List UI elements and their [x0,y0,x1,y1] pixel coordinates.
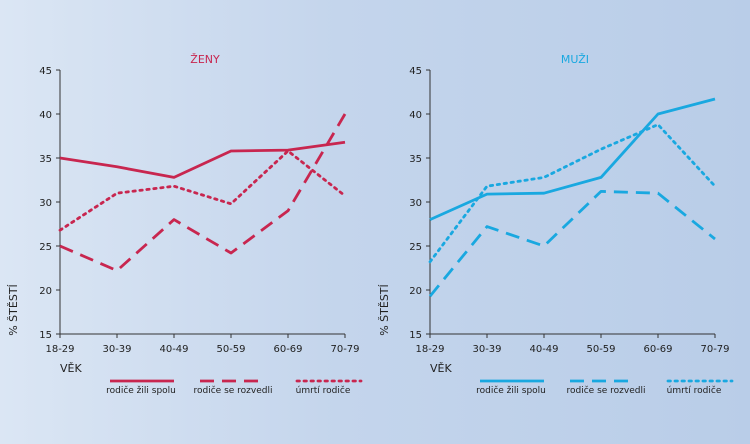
x-tick-label: 50-59 [586,344,615,355]
y-tick-label: 40 [409,110,422,121]
legend-label: rodiče žili spolu [476,385,546,396]
x-tick-label: 60-69 [643,344,672,355]
y-tick-label: 25 [409,242,422,253]
chart-panel-1: ŽENY 15 20 25 30 35 40 45 18-29 30-39 40-49 50-59 60… [7,53,363,396]
x-tick-label: 18-29 [415,344,444,355]
y-axis-label: % ŠTĚSTÍ [7,284,20,336]
y-tick-label: 30 [409,198,422,209]
x-tick-label: 60-69 [273,344,302,355]
y-tick-label: 20 [409,286,422,297]
y-tick-label: 25 [39,242,52,253]
y-tick-label: 35 [409,154,422,165]
series-line-dotted [58,149,347,232]
chart-title: MUŽI [561,53,589,66]
legend-label: úmrtí rodiče [296,385,351,396]
x-tick-label: 50-59 [216,344,245,355]
x-tick-label: 70-79 [700,344,729,355]
y-tick-label: 15 [39,330,52,341]
chart-panel-2: MUŽI 15 20 25 30 35 40 45 18-29 30-39 40-49 50-59 60… [378,53,734,396]
y-tick-label: 35 [39,154,52,165]
y-tick-label: 45 [39,66,52,77]
x-tick-label: 40-49 [529,344,558,355]
legend-label: rodiče se rozvedli [194,385,273,396]
series-line-dashed [428,189,716,298]
x-tick-label: 40-49 [159,344,188,355]
legend-label: rodiče se rozvedli [567,385,646,396]
x-tick-label: 30-39 [102,344,131,355]
y-tick-label: 15 [409,330,422,341]
y-axis-label: % ŠTĚSTÍ [378,284,391,336]
x-axis-label: VĚK [60,362,82,375]
y-tick-label: 30 [39,198,52,209]
series-line-solid [429,97,716,221]
y-tick-label: 40 [39,110,52,121]
series-line-solid [59,140,346,179]
x-tick-label: 30-39 [472,344,501,355]
y-tick-label: 20 [39,286,52,297]
x-axis-label: VĚK [430,362,452,375]
legend-label: rodiče žili spolu [106,385,176,396]
series-line-dotted [428,123,717,264]
x-tick-label: 70-79 [330,344,359,355]
legend-label: úmrtí rodiče [667,385,722,396]
chart-title: ŽENY [190,53,220,66]
x-tick-label: 18-29 [45,344,74,355]
series-line-dashed [59,113,347,273]
y-tick-label: 45 [409,66,422,77]
